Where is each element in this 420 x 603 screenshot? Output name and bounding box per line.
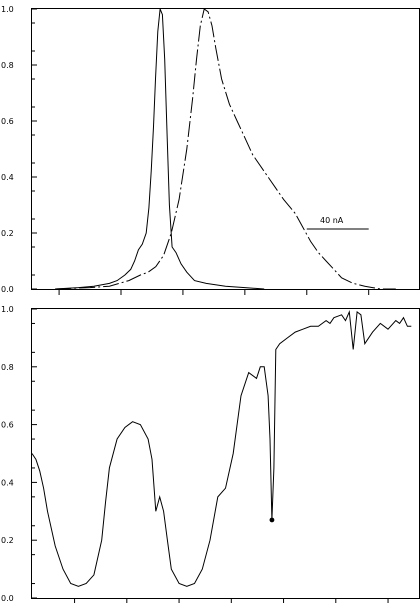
top-series-solid-line <box>55 8 265 290</box>
bottom-panel: 0.0 0.2 0.4 0.6 0.8 1.0 <box>1 305 420 603</box>
bottom-x-axis <box>74 598 389 603</box>
bottom-y-tick-label: 0.0 <box>1 594 14 603</box>
top-series-dashed-line <box>55 8 396 290</box>
top-annotation: 40 nA <box>306 216 369 230</box>
scale-bar-label: 40 nA <box>320 216 344 225</box>
bottom-y-axis: 0.0 0.2 0.4 0.6 0.8 1.0 <box>1 305 37 603</box>
bottom-panel-frame <box>31 308 420 599</box>
bottom-y-tick-label: 0.2 <box>1 536 14 545</box>
top-y-tick-label: 0.8 <box>1 61 14 70</box>
marker-dot <box>269 517 275 523</box>
top-y-tick-label: 0.6 <box>1 117 14 126</box>
bottom-y-tick-label: 0.6 <box>1 421 14 430</box>
top-panel: 0.0 0.2 0.4 0.6 0.8 1.0 40 nA <box>1 5 420 295</box>
top-y-tick-label: 0.2 <box>1 229 14 238</box>
top-panel-frame <box>31 8 420 290</box>
top-y-axis: 0.0 0.2 0.4 0.6 0.8 1.0 <box>1 5 37 294</box>
top-y-tick-label: 0.4 <box>1 173 14 182</box>
bottom-series-group <box>31 309 412 587</box>
bottom-y-tick-label: 0.8 <box>1 363 14 372</box>
top-y-tick-label: 1.0 <box>1 5 14 14</box>
bottom-series-solid-line <box>31 309 412 587</box>
bottom-y-tick-label: 0.4 <box>1 478 14 487</box>
bottom-y-tick-label: 1.0 <box>1 305 14 314</box>
top-y-tick-label: 0.0 <box>1 285 14 294</box>
top-series-group <box>55 8 396 290</box>
top-x-axis <box>58 289 370 295</box>
